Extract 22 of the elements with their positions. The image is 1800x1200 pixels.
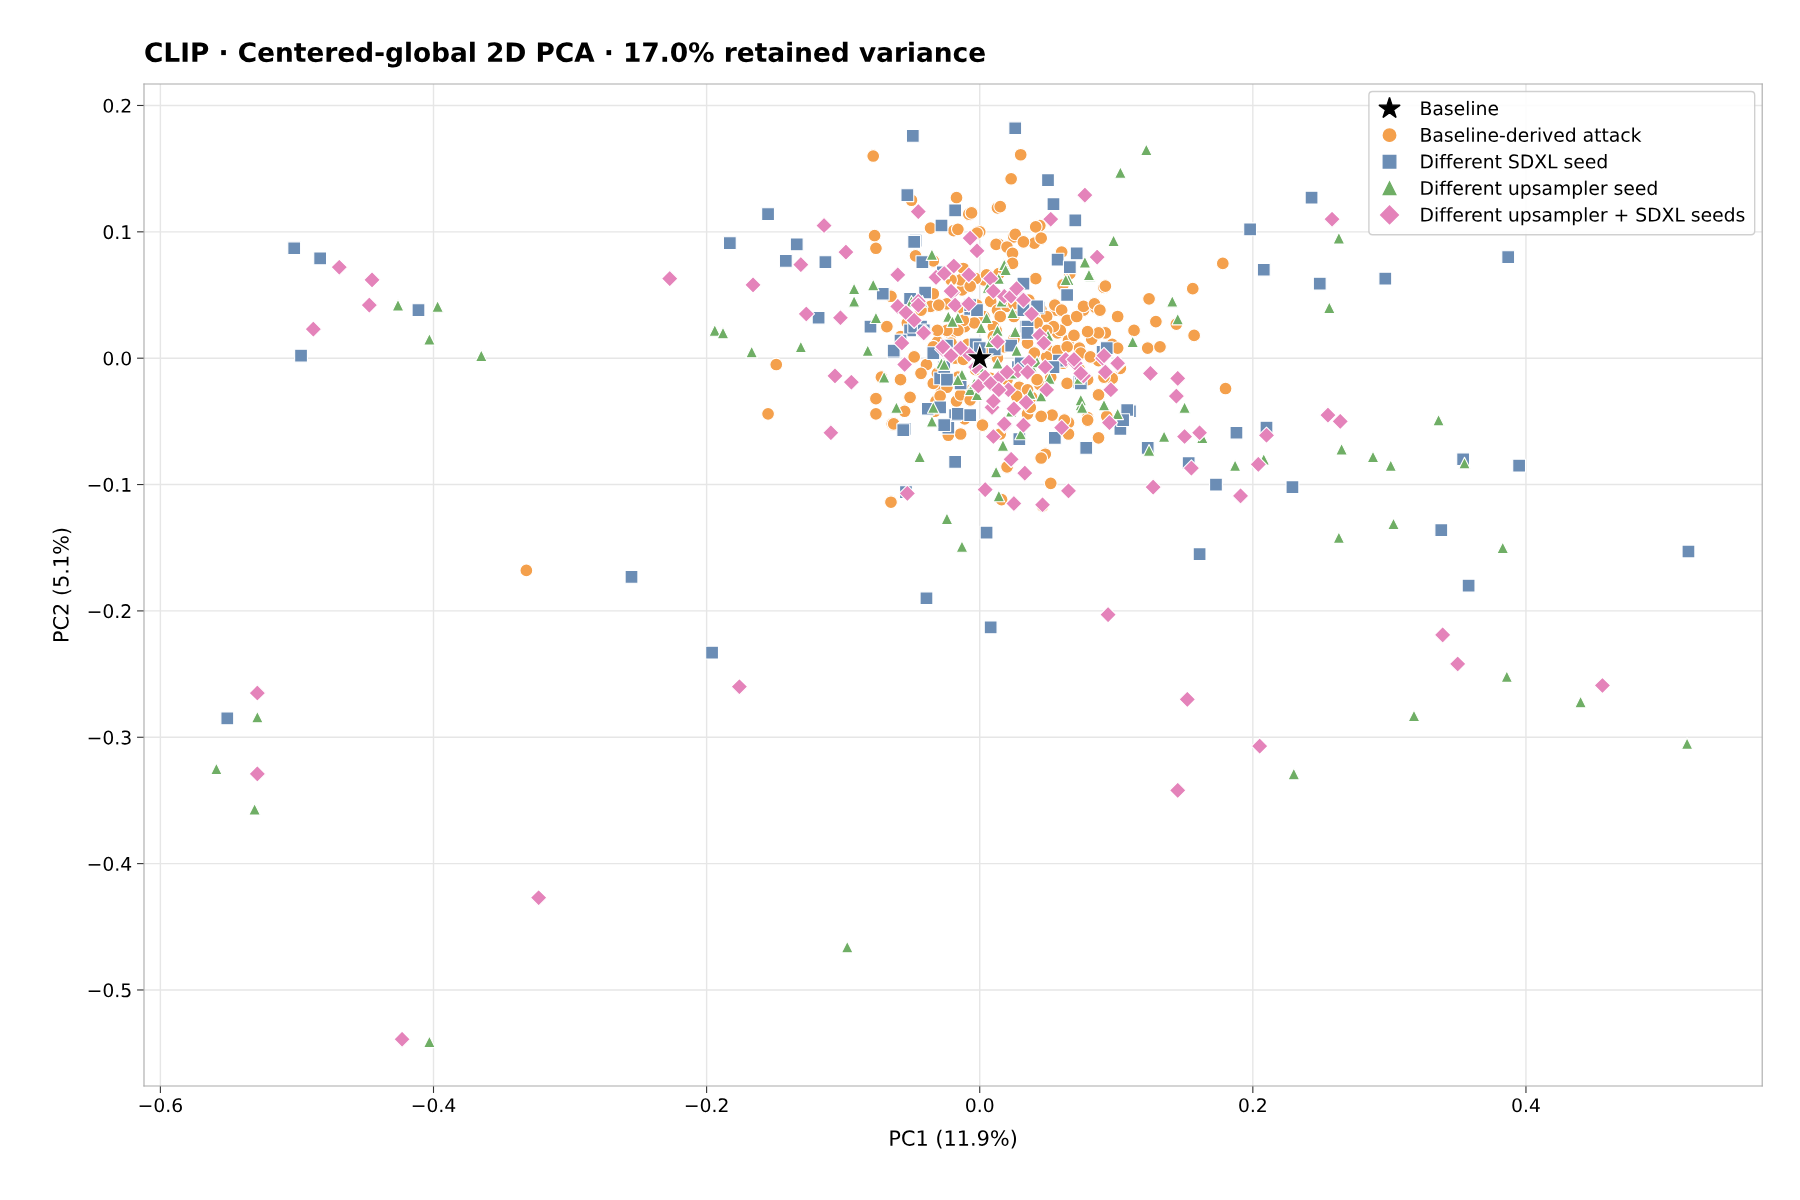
y-tick-label: −0.4 [88,856,132,871]
y-tick-label: 0.2 [103,98,131,113]
y-tick-label: −0.1 [88,477,131,492]
y-tick-label: −0.5 [88,983,131,998]
x-tick-label: −0.4 [412,1098,456,1113]
y-tick-label: 0.1 [103,225,131,240]
legend-label: Baseline-derived attack [1421,127,1642,142]
y-tick-label: 0.0 [103,351,131,366]
chart-title: CLIP · Centered-global 2D PCA · 17.0% retained variance [145,41,985,68]
x-tick-label: 0.0 [966,1098,994,1113]
x-tick-label: 0.4 [1512,1098,1540,1113]
legend-label: Different upsampler + SDXL seeds [1421,207,1745,226]
y-axis-title: PC2 (5.1%) [52,528,72,642]
legend-label: Different upsampler seed [1421,180,1657,199]
y-tick-label: −0.3 [88,730,131,745]
y-tick-label: −0.2 [88,604,131,619]
legend-label: Baseline [1421,100,1499,116]
x-tick-label: −0.2 [685,1098,728,1113]
x-tick-label: 0.2 [1239,1098,1266,1113]
legend-label: Different SDXL seed [1421,154,1607,169]
x-tick-label: −0.6 [139,1098,182,1113]
x-axis-title: PC1 (11.9%) [890,1129,1017,1149]
